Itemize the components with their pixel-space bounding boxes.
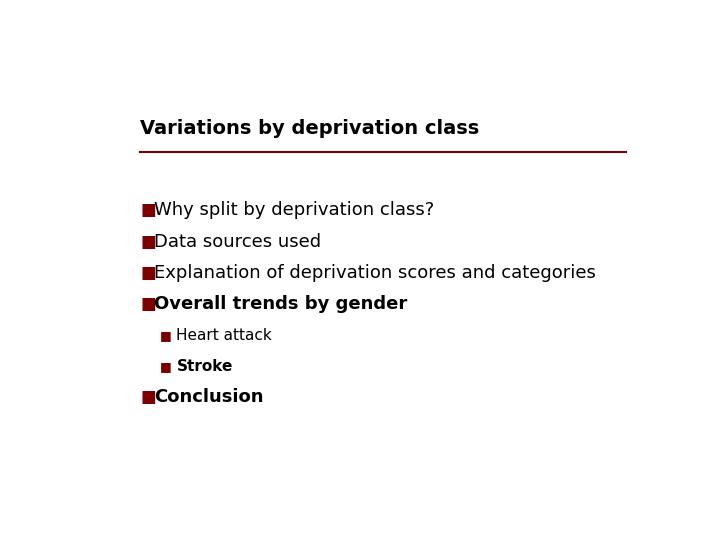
Text: Variations by deprivation class: Variations by deprivation class: [140, 119, 480, 138]
Text: ■: ■: [140, 201, 156, 219]
Text: Data sources used: Data sources used: [154, 233, 321, 251]
Text: ■: ■: [140, 264, 156, 282]
Text: ■: ■: [140, 388, 156, 407]
Text: ■: ■: [160, 360, 171, 373]
Text: Conclusion: Conclusion: [154, 388, 264, 407]
Text: Explanation of deprivation scores and categories: Explanation of deprivation scores and ca…: [154, 264, 596, 282]
Text: ■: ■: [140, 295, 156, 313]
Text: Heart attack: Heart attack: [176, 328, 272, 342]
Text: Overall trends by gender: Overall trends by gender: [154, 295, 408, 313]
Text: ■: ■: [140, 233, 156, 251]
Text: Stroke: Stroke: [176, 359, 233, 374]
Text: Why split by deprivation class?: Why split by deprivation class?: [154, 201, 434, 219]
Text: ■: ■: [160, 328, 171, 342]
